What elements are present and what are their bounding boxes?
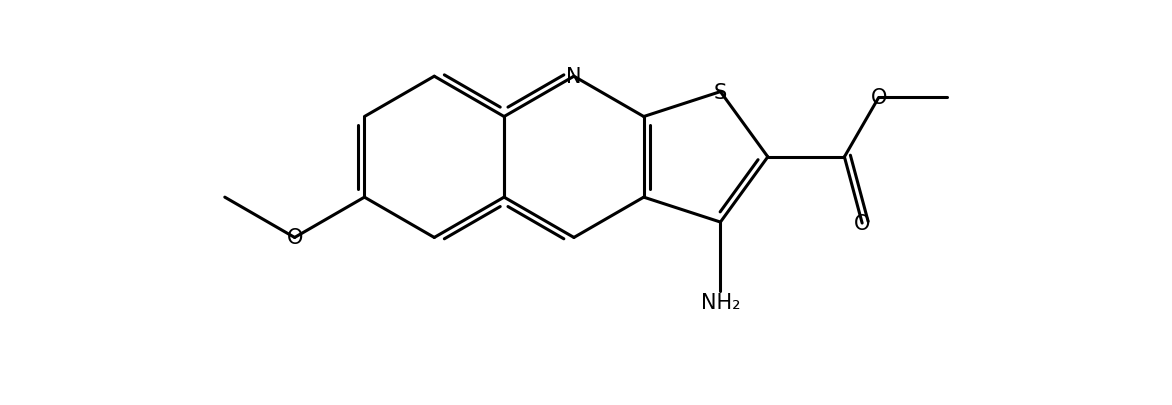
Text: O: O (286, 228, 302, 248)
Text: O: O (871, 88, 887, 108)
Text: NH₂: NH₂ (701, 292, 741, 312)
Text: S: S (714, 82, 727, 102)
Text: N: N (566, 67, 581, 87)
Text: O: O (854, 213, 871, 233)
